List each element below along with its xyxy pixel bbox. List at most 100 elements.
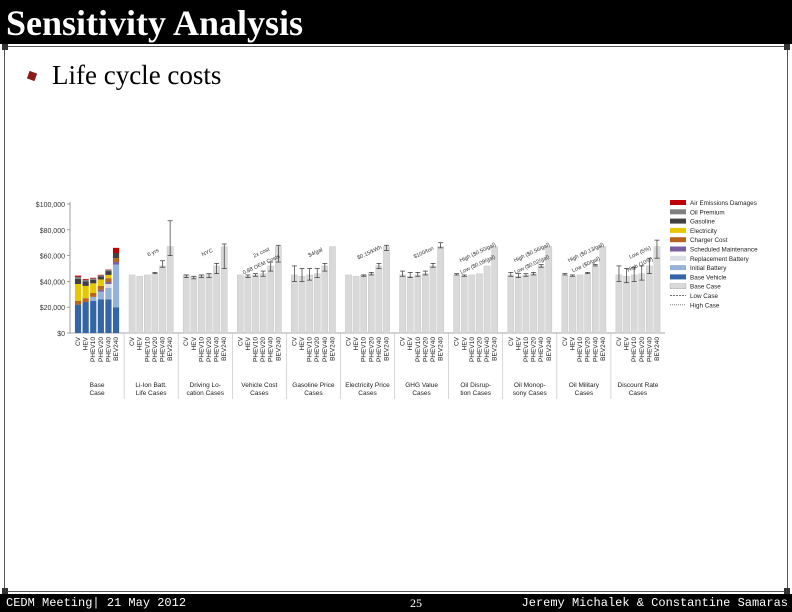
base-case-bar xyxy=(414,274,422,334)
legend-label: High Case xyxy=(690,302,720,309)
stacked-bar-segment xyxy=(82,298,89,303)
stacked-bar-segment xyxy=(90,277,97,279)
frame-corner-top-right xyxy=(784,44,790,50)
vehicle-tick-label: PHEV20 xyxy=(476,337,483,362)
base-case-bar xyxy=(476,273,483,334)
vehicle-tick-label: CV xyxy=(508,336,515,346)
legend-swatch xyxy=(669,283,687,289)
y-tick-label: $60,000 xyxy=(40,254,65,261)
vehicle-tick-label: CV xyxy=(237,336,244,346)
base-case-bar xyxy=(182,274,190,334)
base-case-bar xyxy=(375,265,383,334)
base-case-bar xyxy=(468,274,476,334)
base-case-bar xyxy=(205,273,213,334)
base-case-bar xyxy=(437,246,444,334)
stacked-bar-segment xyxy=(74,275,82,277)
vehicle-tick-label: CV xyxy=(400,336,407,346)
vehicle-tick-label: PHEV10 xyxy=(253,337,260,362)
y-tick-label: $80,000 xyxy=(40,228,65,235)
group-label-line1: Electricity Price xyxy=(345,382,390,389)
base-case-bar xyxy=(213,265,220,334)
stacked-bar-segment xyxy=(74,300,82,305)
vehicle-tick-label: PHEV10 xyxy=(577,337,584,362)
y-tick-label: $100,000 xyxy=(36,202,65,209)
legend-label: Base Vehicle xyxy=(690,274,727,281)
y-tick-label: $40,000 xyxy=(40,279,65,286)
legend-swatch xyxy=(670,246,686,252)
vehicle-tick-label: PHEV20 xyxy=(368,337,375,362)
vehicle-tick-label: BEV240 xyxy=(167,337,174,361)
stacked-bar-segment xyxy=(74,283,82,301)
stacked-bar-segment xyxy=(97,285,104,290)
base-case-bar xyxy=(383,246,390,334)
base-case-bar xyxy=(545,246,553,334)
vehicle-tick-label: PHEV40 xyxy=(214,337,221,362)
stacked-bar-segment xyxy=(97,289,104,292)
stacked-bar-segment xyxy=(97,291,104,300)
base-case-bar xyxy=(584,273,591,334)
stacked-bar-segment xyxy=(90,296,97,301)
base-case-bar xyxy=(561,274,569,334)
footer-authors: Jeremy Michalek & Constantine Samaras xyxy=(521,596,788,610)
base-case-bar xyxy=(190,276,198,334)
vehicle-tick-label: PHEV10 xyxy=(198,337,205,362)
stacked-bar-segment xyxy=(105,271,112,275)
group-label-line2: tion Cases xyxy=(460,390,491,397)
vehicle-tick-label: BEV240 xyxy=(329,337,336,361)
stacked-bar-segment xyxy=(74,278,82,284)
case-annotation: $0.15/kWh xyxy=(357,245,383,262)
legend-swatch xyxy=(670,237,686,243)
vehicle-tick-label: PHEV40 xyxy=(105,337,112,362)
base-case-bar xyxy=(360,274,368,334)
vehicle-tick-label: HEV xyxy=(353,336,360,350)
base-case-bar xyxy=(144,274,151,334)
group-label-line1: Oil Military xyxy=(569,382,600,389)
stacked-bar-segment xyxy=(82,285,89,299)
base-case-bar xyxy=(252,274,259,334)
legend-swatch xyxy=(670,209,686,215)
stacked-bar-segment xyxy=(112,247,120,254)
group-label-line1: Li-Ion Batt. xyxy=(135,382,167,389)
vehicle-tick-label: BEV240 xyxy=(438,337,445,361)
vehicle-tick-label: PHEV40 xyxy=(322,337,329,362)
vehicle-tick-label: PHEV20 xyxy=(152,337,159,362)
vehicle-tick-label: PHEV40 xyxy=(430,337,437,362)
base-case-bar xyxy=(537,265,545,334)
stacked-bar-segment xyxy=(97,279,104,286)
stacked-bar-segment xyxy=(90,283,97,294)
slide-title: Sensitivity Analysis xyxy=(6,3,304,43)
vehicle-tick-label: PHEV20 xyxy=(531,337,538,362)
vehicle-tick-label: PHEV40 xyxy=(268,337,275,362)
vehicle-tick-label: PHEV10 xyxy=(523,337,530,362)
vehicle-tick-label: PHEV20 xyxy=(585,337,592,362)
base-case-bar xyxy=(259,273,267,334)
stacked-bar-segment xyxy=(97,275,104,277)
vehicle-tick-label: HEV xyxy=(191,336,198,350)
stacked-bar-segment xyxy=(112,258,120,263)
stacked-bar-segment xyxy=(97,274,104,276)
legend-swatch xyxy=(670,274,686,280)
vehicle-tick-label: PHEV10 xyxy=(144,337,151,362)
group-label-line2: Life Cases xyxy=(136,390,167,397)
stacked-bar-segment xyxy=(105,269,112,272)
case-annotation: $4/gal xyxy=(308,247,324,259)
group-label-line1: Vehicle Cost xyxy=(241,382,277,389)
vehicle-tick-label: PHEV40 xyxy=(646,337,653,362)
vehicle-tick-label: HEV xyxy=(569,336,576,350)
legend-swatch xyxy=(670,227,686,233)
group-label-line1: Oil Disrup- xyxy=(460,382,491,389)
vehicle-tick-label: HEV xyxy=(407,336,414,350)
group-label-line2: Cases xyxy=(629,390,648,397)
vehicle-tick-label: HEV xyxy=(624,336,631,350)
stacked-bar-segment xyxy=(105,274,112,279)
base-case-bar xyxy=(507,274,515,334)
vehicle-tick-label: HEV xyxy=(245,336,252,350)
vehicle-tick-label: BEV240 xyxy=(600,337,607,361)
vehicle-tick-label: BEV240 xyxy=(384,337,391,361)
case-annotation: $100/ton xyxy=(413,246,435,260)
vehicle-tick-label: PHEV40 xyxy=(538,337,545,362)
base-case-bar xyxy=(166,246,174,334)
vehicle-tick-label: BEV240 xyxy=(221,337,228,361)
base-case-bar xyxy=(630,274,638,334)
stacked-bar-segment xyxy=(105,282,112,284)
